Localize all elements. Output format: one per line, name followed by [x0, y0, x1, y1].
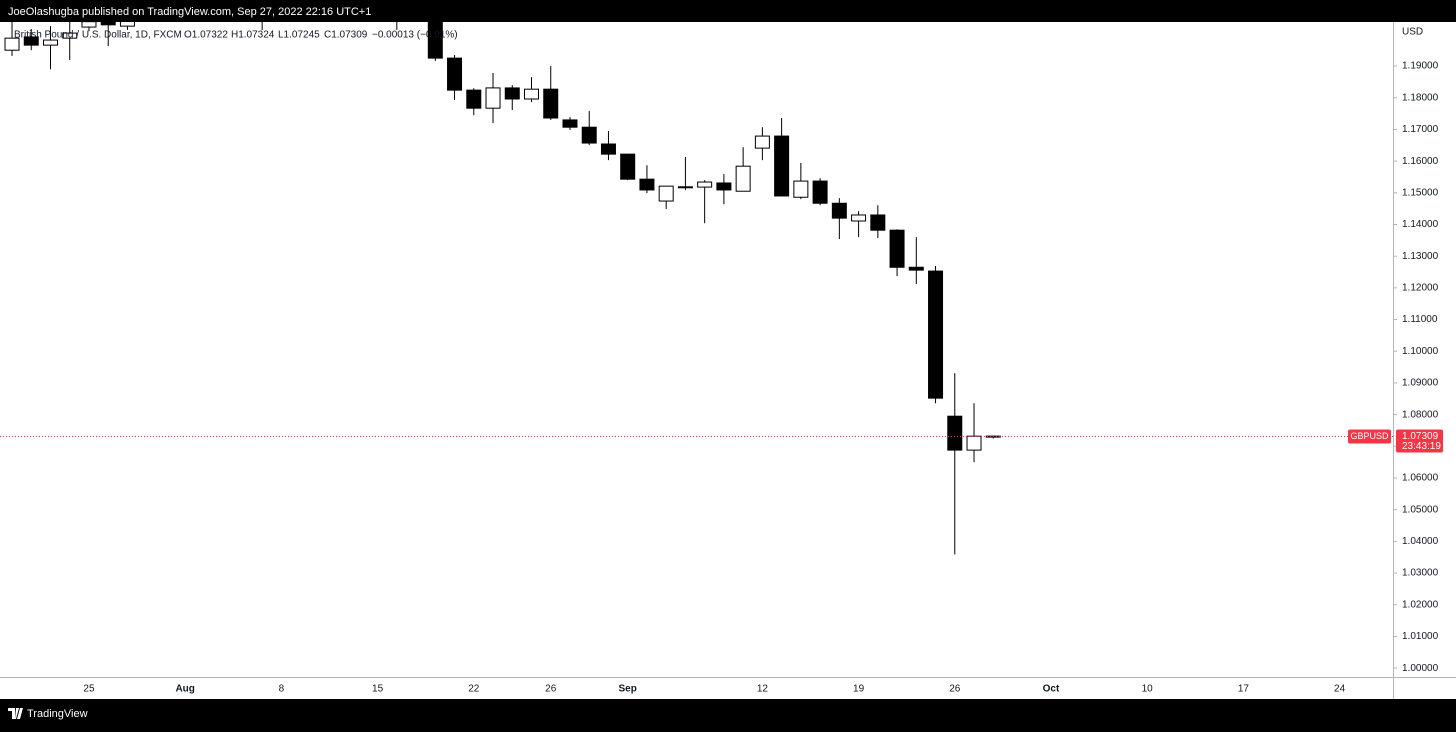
x-tick-label: 17 — [1238, 684, 1250, 695]
y-tick-label: 1.15000 — [1402, 187, 1439, 198]
candle-body — [908, 266, 924, 271]
y-tick-label: 1.03000 — [1402, 568, 1439, 579]
candle-body — [697, 181, 713, 188]
y-axis-label: USD — [1402, 27, 1423, 38]
y-tick-label: 1.12000 — [1402, 283, 1439, 294]
candle-body — [427, 22, 443, 59]
candle-body — [793, 180, 809, 198]
candle-body — [831, 202, 847, 219]
legend-open: O1.07322 — [184, 30, 228, 41]
candle-body — [870, 214, 886, 231]
symbol-label: GBPUSD — [1350, 431, 1389, 441]
legend-close: C1.07309 — [324, 30, 368, 41]
x-tick-label: 26 — [949, 684, 961, 695]
legend: British Pound / U.S. Dollar, 1D, FXCM O1… — [14, 30, 458, 41]
candle-body — [851, 214, 867, 222]
brand-logo — [8, 708, 23, 719]
y-tick-label: 1.02000 — [1402, 599, 1439, 610]
x-tick-label: Sep — [619, 684, 637, 695]
x-tick-label: 8 — [279, 684, 285, 695]
candle-body — [543, 88, 559, 119]
candle-body — [62, 32, 78, 39]
candle-body — [100, 22, 116, 26]
y-tick-label: 1.08000 — [1402, 409, 1439, 420]
candle-body — [754, 135, 770, 149]
y-tick-label: 1.19000 — [1402, 61, 1439, 72]
candle-body — [43, 39, 58, 46]
legend-high: H1.07324 — [231, 30, 275, 41]
brand[interactable]: TradingView — [27, 708, 88, 720]
candle-body — [947, 415, 963, 451]
candle-body — [600, 143, 616, 155]
candle-body — [524, 88, 539, 100]
y-tick-label: 1.04000 — [1402, 536, 1439, 547]
y-tick-label: 1.13000 — [1402, 251, 1439, 262]
candle-body — [447, 57, 463, 91]
candle-body — [581, 126, 597, 144]
price-badge — [1396, 429, 1443, 453]
candle-body — [735, 165, 751, 192]
legend-change: −0.00013 (−0.01%) — [372, 30, 458, 41]
y-tick-label: 1.06000 — [1402, 473, 1439, 484]
candle-body — [774, 135, 790, 197]
last-price-label: 1.07309 — [1402, 431, 1439, 442]
candle-body — [4, 37, 20, 51]
x-tick-label: 24 — [1334, 684, 1346, 695]
y-tick-label: 1.16000 — [1402, 156, 1439, 167]
x-tick-label: Aug — [175, 684, 194, 695]
candle-body — [119, 22, 135, 27]
candle-body — [889, 229, 905, 268]
candle-body — [466, 89, 482, 109]
countdown: 23:43:19 — [1402, 441, 1441, 452]
x-tick-label: 12 — [757, 684, 769, 695]
candle-body — [966, 435, 982, 451]
candle-body — [81, 22, 97, 28]
footer: TradingView — [8, 708, 88, 720]
y-tick-label: 1.14000 — [1402, 219, 1439, 230]
x-tick-label: Oct — [1043, 684, 1060, 695]
x-tick-label: 15 — [372, 684, 384, 695]
y-tick-label: 1.18000 — [1402, 92, 1439, 103]
x-tick-label: 10 — [1142, 684, 1154, 695]
y-tick-label: 1.01000 — [1402, 631, 1439, 642]
symbol-badge — [1348, 429, 1391, 444]
legend-symbol: British Pound / U.S. Dollar, 1D, FXCM — [14, 30, 182, 41]
y-tick-label: 1.05000 — [1402, 504, 1439, 515]
candle-body — [562, 119, 578, 128]
candle-body — [928, 270, 944, 399]
y-tick-label: 1.09000 — [1402, 378, 1439, 389]
candle-body — [716, 182, 732, 191]
candle-body — [23, 36, 39, 46]
x-tick-label: 26 — [545, 684, 557, 695]
candle-body — [639, 178, 655, 191]
y-tick-label: 1.17000 — [1402, 124, 1439, 135]
candle-body — [812, 180, 828, 204]
x-tick-label: 19 — [853, 684, 865, 695]
candle-body — [658, 185, 674, 202]
candle-body — [485, 87, 501, 109]
candle-body — [620, 153, 636, 180]
y-tick-label: 1.11000 — [1402, 314, 1438, 325]
legend-low: L1.07245 — [278, 30, 320, 41]
candle-body — [677, 186, 693, 189]
y-tick-label: 1.10000 — [1402, 346, 1439, 357]
x-tick-label: 22 — [468, 684, 480, 695]
x-tick-label: 25 — [83, 684, 95, 695]
chart-area — [0, 22, 1456, 699]
candle-body — [504, 87, 520, 100]
publisher: JoeOlashugba published on TradingView.co… — [8, 6, 371, 18]
plot — [0, 22, 1393, 555]
y-tick-label: 1.00000 — [1402, 663, 1439, 674]
